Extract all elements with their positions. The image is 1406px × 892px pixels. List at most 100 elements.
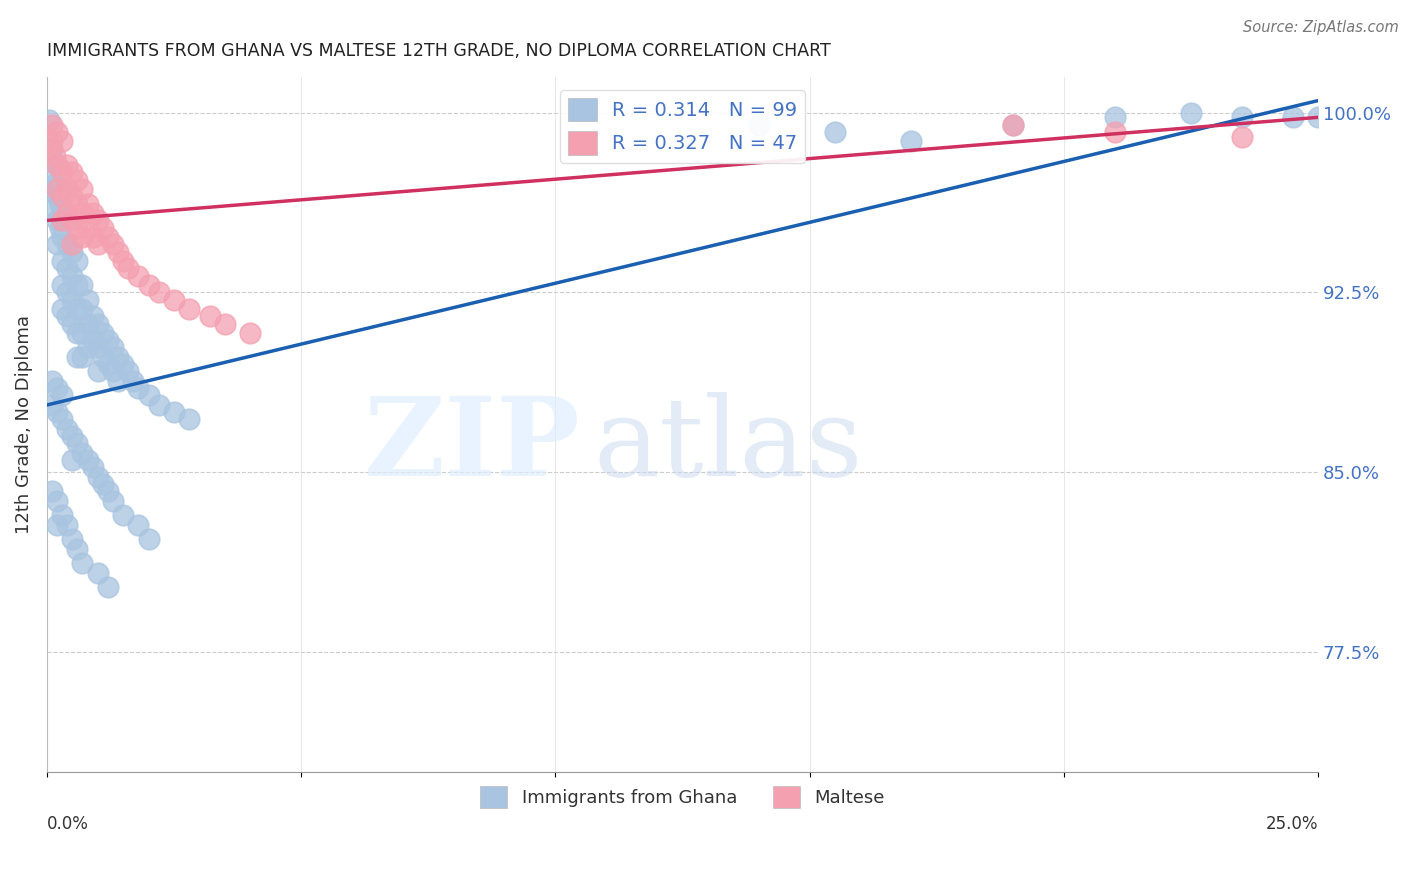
Point xyxy=(138,388,160,402)
Point xyxy=(82,310,104,324)
Point xyxy=(1308,111,1330,125)
Point xyxy=(72,182,94,196)
Point xyxy=(1002,118,1025,132)
Point xyxy=(46,213,69,227)
Point xyxy=(60,453,83,467)
Point xyxy=(46,158,69,172)
Point xyxy=(1230,129,1253,144)
Point xyxy=(60,189,83,203)
Point xyxy=(72,230,94,244)
Point xyxy=(198,310,221,324)
Point xyxy=(97,333,120,347)
Point xyxy=(46,494,69,508)
Point xyxy=(82,230,104,244)
Y-axis label: 12th Grade, No Diploma: 12th Grade, No Diploma xyxy=(15,315,32,533)
Point xyxy=(87,213,110,227)
Point xyxy=(66,350,89,364)
Point xyxy=(72,206,94,220)
Point xyxy=(41,484,63,499)
Point xyxy=(51,182,73,196)
Point xyxy=(51,302,73,317)
Point xyxy=(41,118,63,132)
Point xyxy=(48,196,70,211)
Point xyxy=(41,398,63,412)
Point xyxy=(56,517,79,532)
Point xyxy=(87,317,110,331)
Point xyxy=(148,285,170,300)
Point xyxy=(1281,111,1303,125)
Point xyxy=(41,182,63,196)
Point xyxy=(76,196,98,211)
Text: IMMIGRANTS FROM GHANA VS MALTESE 12TH GRADE, NO DIPLOMA CORRELATION CHART: IMMIGRANTS FROM GHANA VS MALTESE 12TH GR… xyxy=(46,42,831,60)
Point xyxy=(179,412,201,426)
Point xyxy=(107,350,129,364)
Point xyxy=(56,237,79,252)
Point xyxy=(127,381,149,395)
Point xyxy=(1104,125,1126,139)
Point xyxy=(56,285,79,300)
Point xyxy=(66,326,89,340)
Point xyxy=(97,230,120,244)
Point xyxy=(214,317,236,331)
Point xyxy=(41,141,63,155)
Point xyxy=(824,125,846,139)
Point xyxy=(97,580,120,594)
Point xyxy=(82,206,104,220)
Point xyxy=(127,517,149,532)
Point xyxy=(72,446,94,460)
Point xyxy=(60,244,83,259)
Point xyxy=(76,293,98,307)
Point xyxy=(48,220,70,235)
Point xyxy=(72,556,94,570)
Point xyxy=(87,341,110,355)
Point xyxy=(101,494,124,508)
Point xyxy=(66,541,89,556)
Point xyxy=(107,374,129,388)
Point xyxy=(97,484,120,499)
Point xyxy=(51,134,73,148)
Point xyxy=(91,350,114,364)
Point xyxy=(72,326,94,340)
Point xyxy=(138,533,160,547)
Point xyxy=(1104,111,1126,125)
Point xyxy=(138,278,160,293)
Point xyxy=(91,220,114,235)
Point xyxy=(87,364,110,378)
Point xyxy=(91,477,114,491)
Point xyxy=(60,213,83,227)
Point xyxy=(60,268,83,283)
Point xyxy=(66,302,89,317)
Point xyxy=(38,141,60,155)
Point xyxy=(51,206,73,220)
Point xyxy=(748,118,770,132)
Point xyxy=(1230,111,1253,125)
Point xyxy=(122,374,145,388)
Point xyxy=(56,158,79,172)
Point xyxy=(56,422,79,436)
Point xyxy=(44,202,66,216)
Point xyxy=(51,388,73,402)
Point xyxy=(239,326,262,340)
Point xyxy=(82,460,104,475)
Point xyxy=(56,206,79,220)
Point xyxy=(87,470,110,484)
Point xyxy=(56,310,79,324)
Point xyxy=(76,317,98,331)
Point xyxy=(97,357,120,371)
Point xyxy=(76,453,98,467)
Point xyxy=(1180,105,1202,120)
Point xyxy=(101,341,124,355)
Point xyxy=(112,508,135,523)
Point xyxy=(76,220,98,235)
Point xyxy=(51,230,73,244)
Point xyxy=(46,125,69,139)
Text: Source: ZipAtlas.com: Source: ZipAtlas.com xyxy=(1243,20,1399,35)
Point xyxy=(72,302,94,317)
Point xyxy=(107,244,129,259)
Point xyxy=(60,237,83,252)
Point xyxy=(91,326,114,340)
Point xyxy=(46,158,69,172)
Point xyxy=(41,374,63,388)
Point xyxy=(60,293,83,307)
Point xyxy=(163,405,186,419)
